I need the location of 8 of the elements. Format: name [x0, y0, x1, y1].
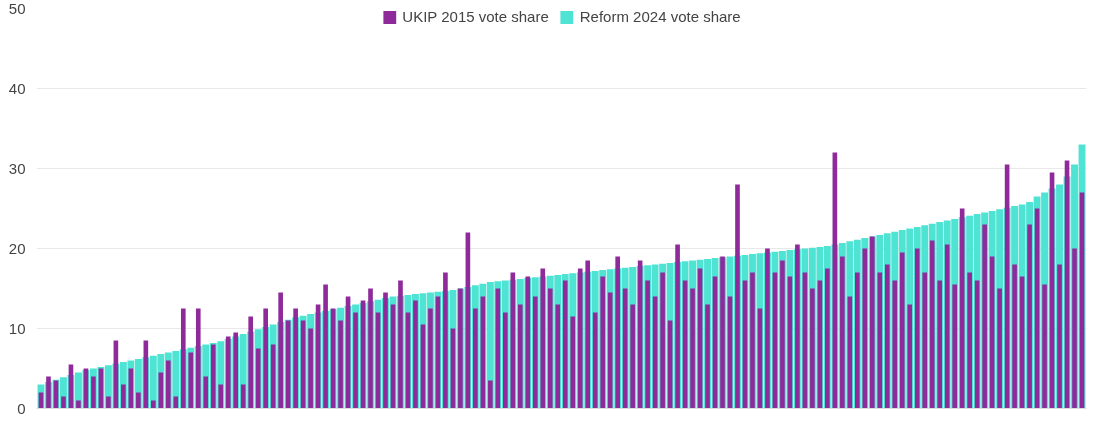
y-tick-label: 40 — [8, 79, 26, 97]
legend-label: Reform 2024 vote share — [579, 8, 741, 25]
legend-label: UKIP 2015 vote share — [402, 8, 549, 25]
y-tick-label: 10 — [8, 319, 26, 337]
y-tick-label: 20 — [8, 239, 26, 257]
y-tick-label: 0 — [17, 399, 26, 417]
y-tick-label: 30 — [8, 159, 26, 177]
y-tick-label: 50 — [8, 0, 26, 17]
